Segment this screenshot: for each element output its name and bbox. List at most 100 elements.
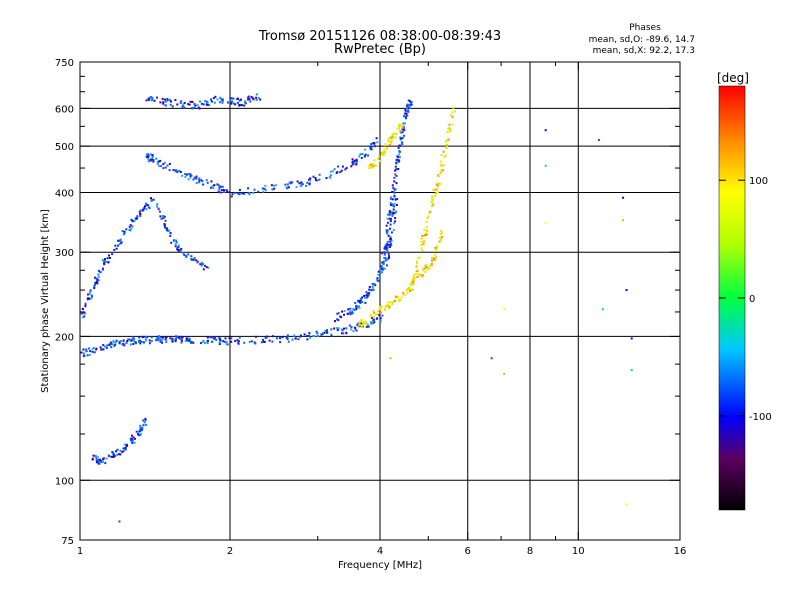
data-point <box>352 163 355 165</box>
data-point <box>152 160 155 163</box>
data-point <box>422 269 425 272</box>
data-point <box>230 337 233 340</box>
data-point <box>428 264 431 267</box>
data-point <box>197 106 200 109</box>
data-point <box>177 335 180 338</box>
data-point <box>210 336 213 339</box>
data-point <box>354 327 357 330</box>
data-point <box>409 284 412 286</box>
data-point <box>104 260 107 263</box>
data-point <box>182 252 185 255</box>
data-point <box>371 283 374 285</box>
data-point <box>394 198 397 201</box>
data-point <box>123 232 126 235</box>
data-point <box>308 182 311 185</box>
data-point <box>169 232 172 235</box>
data-point <box>401 137 404 139</box>
data-point <box>439 233 442 235</box>
data-point <box>170 241 173 244</box>
data-point <box>373 311 376 314</box>
data-point <box>153 99 156 102</box>
data-point <box>394 173 397 176</box>
data-point <box>247 187 250 190</box>
data-point <box>490 357 493 360</box>
data-point <box>367 324 370 327</box>
data-point <box>220 98 223 101</box>
x-tick-label: 2 <box>227 546 233 557</box>
data-point <box>171 105 174 108</box>
data-point <box>386 258 389 261</box>
data-point <box>447 127 450 130</box>
data-point <box>85 350 88 353</box>
data-point <box>100 348 103 351</box>
data-point <box>227 101 229 104</box>
data-point <box>434 195 437 198</box>
data-point <box>358 306 361 309</box>
data-point <box>369 148 372 151</box>
data-point <box>263 187 266 190</box>
data-point <box>363 320 366 323</box>
data-point <box>378 314 381 317</box>
data-point <box>243 192 246 195</box>
data-point <box>390 239 393 242</box>
data-point <box>148 98 150 101</box>
data-point <box>102 457 105 460</box>
data-point <box>380 152 383 154</box>
data-point <box>396 198 399 201</box>
data-point <box>202 103 205 106</box>
data-point <box>155 157 158 160</box>
data-point <box>318 178 321 181</box>
data-point <box>597 139 600 142</box>
data-point <box>417 257 420 260</box>
data-point <box>87 293 90 296</box>
data-point <box>394 188 397 191</box>
data-point <box>107 261 110 264</box>
colorbar-tick-label: -100 <box>749 412 772 423</box>
data-point <box>155 339 158 342</box>
data-point <box>391 303 394 306</box>
data-point <box>369 163 372 166</box>
data-point <box>168 98 171 101</box>
data-point <box>403 134 406 137</box>
data-point <box>394 169 397 172</box>
data-point <box>387 140 390 143</box>
data-point <box>385 305 388 307</box>
data-point <box>367 154 369 157</box>
data-point <box>198 178 201 181</box>
data-point <box>440 163 443 166</box>
data-point <box>180 337 183 340</box>
data-point <box>351 158 354 161</box>
data-point <box>417 274 420 276</box>
data-point <box>91 295 93 298</box>
data-point <box>228 191 231 193</box>
data-point <box>97 269 100 272</box>
data-point <box>351 310 354 313</box>
data-point <box>343 327 345 330</box>
data-point <box>393 300 396 302</box>
data-point <box>141 426 144 429</box>
data-point <box>420 240 423 243</box>
data-point <box>324 329 327 332</box>
data-point <box>420 247 423 250</box>
data-point <box>222 340 225 343</box>
data-point <box>390 244 393 247</box>
data-point <box>379 308 382 311</box>
data-point <box>243 104 246 107</box>
data-point <box>427 215 430 218</box>
data-point <box>185 173 188 176</box>
data-point <box>83 315 86 318</box>
data-point <box>133 437 136 440</box>
data-point <box>399 299 402 302</box>
data-point <box>448 123 451 126</box>
data-point <box>330 328 333 331</box>
data-point <box>103 262 106 265</box>
data-point <box>601 308 604 311</box>
data-point <box>387 137 390 140</box>
data-point <box>355 306 358 309</box>
data-point <box>395 168 398 171</box>
data-point <box>365 296 368 299</box>
data-point <box>423 228 426 231</box>
data-point <box>228 337 231 340</box>
data-point <box>420 273 423 276</box>
data-point <box>114 343 117 346</box>
